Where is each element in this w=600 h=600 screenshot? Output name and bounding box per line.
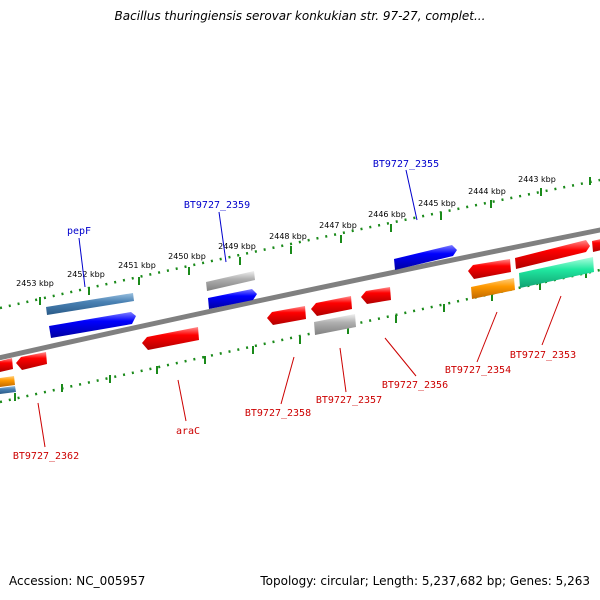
- map-title: Bacillus thuringiensis serovar konkukian…: [114, 9, 486, 23]
- kbp-label: 2443 kbp: [518, 175, 556, 184]
- label-bt2354[interactable]: BT9727_2354: [445, 365, 511, 376]
- gene-bt2357-red[interactable]: [311, 296, 352, 316]
- gene-bt2356-red[interactable]: [361, 287, 391, 304]
- gene-bt2357-gray[interactable]: [314, 314, 356, 335]
- gene-bt2353-teal[interactable]: [519, 257, 594, 288]
- gene-araC-red[interactable]: [142, 327, 199, 350]
- gene-left-edge-orange[interactable]: [0, 376, 15, 387]
- gene-bt2354-orange[interactable]: [471, 278, 515, 299]
- gene-bt2359-blue[interactable]: [208, 289, 257, 309]
- accession-text: Accession: NC_005957: [9, 574, 146, 588]
- gene-bt2362-red[interactable]: [16, 352, 47, 370]
- gene-pepF-blue[interactable]: [49, 312, 136, 338]
- kbp-label: 2453 kbp: [16, 279, 54, 288]
- gene-left-edge-red[interactable]: [0, 358, 13, 372]
- gene-left-edge-steel[interactable]: [0, 386, 16, 394]
- gene-bt2359-gray[interactable]: [206, 271, 255, 291]
- kbp-label: 2449 kbp: [218, 242, 256, 251]
- kbp-label: 2445 kbp: [418, 199, 456, 208]
- genome-summary-text: Topology: circular; Length: 5,237,682 bp…: [260, 574, 590, 588]
- kbp-label: 2448 kbp: [269, 232, 307, 241]
- major-ticks: [14, 177, 591, 401]
- label-pepF[interactable]: pepF: [67, 226, 91, 237]
- label-bt2359[interactable]: BT9727_2359: [184, 200, 250, 211]
- kbp-label: 2444 kbp: [468, 187, 506, 196]
- label-bt2357[interactable]: BT9727_2357: [316, 395, 382, 406]
- label-bt2355[interactable]: BT9727_2355: [373, 159, 439, 170]
- kbp-label: 2450 kbp: [168, 252, 206, 261]
- label-bt2356[interactable]: BT9727_2356: [382, 380, 448, 391]
- label-araC[interactable]: araC: [176, 426, 200, 437]
- outer-tick-track: [0, 178, 600, 310]
- kbp-labels: 2453 kbp 2452 kbp 2451 kbp 2450 kbp 2449 kbp…: [16, 175, 556, 288]
- gene-bt2353-red[interactable]: [515, 240, 590, 269]
- backbone-line: [0, 227, 600, 361]
- kbp-label: 2447 kbp: [319, 221, 357, 230]
- kbp-label: 2451 kbp: [118, 261, 156, 270]
- gene-pepF-steel[interactable]: [46, 293, 134, 315]
- gene-right-edge-red[interactable]: [592, 238, 600, 252]
- gene-bt2355-blue[interactable]: [394, 245, 457, 270]
- gene-bt2358-red[interactable]: [267, 306, 306, 325]
- leader-lines: [37, 169, 562, 448]
- kbp-label: 2452 kbp: [67, 270, 105, 279]
- label-bt2358[interactable]: BT9727_2358: [245, 408, 311, 419]
- kbp-label: 2446 kbp: [368, 210, 406, 219]
- label-bt2362[interactable]: BT9727_2362: [13, 451, 79, 462]
- label-bt2353[interactable]: BT9727_2353: [510, 350, 576, 361]
- gene-bt2354-red[interactable]: [468, 259, 511, 279]
